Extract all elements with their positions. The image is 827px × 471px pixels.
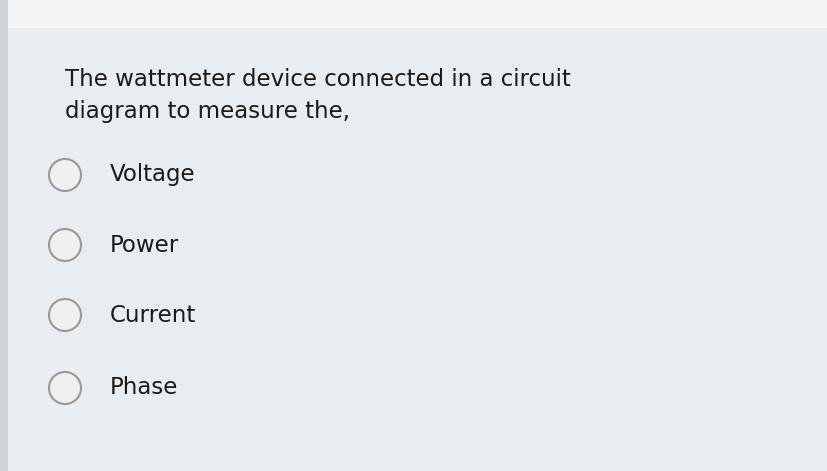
Ellipse shape (49, 159, 81, 191)
Text: Power: Power (110, 234, 179, 257)
Text: Phase: Phase (110, 376, 178, 399)
Text: The wattmeter device connected in a circuit: The wattmeter device connected in a circ… (65, 68, 570, 91)
Text: Voltage: Voltage (110, 163, 195, 187)
Bar (0, 0, 8, 471)
Ellipse shape (49, 299, 81, 331)
Ellipse shape (49, 229, 81, 261)
Ellipse shape (49, 372, 81, 404)
Bar (0, 0, 827, 28)
Text: Current: Current (110, 303, 196, 326)
Text: diagram to measure the,: diagram to measure the, (65, 100, 350, 123)
